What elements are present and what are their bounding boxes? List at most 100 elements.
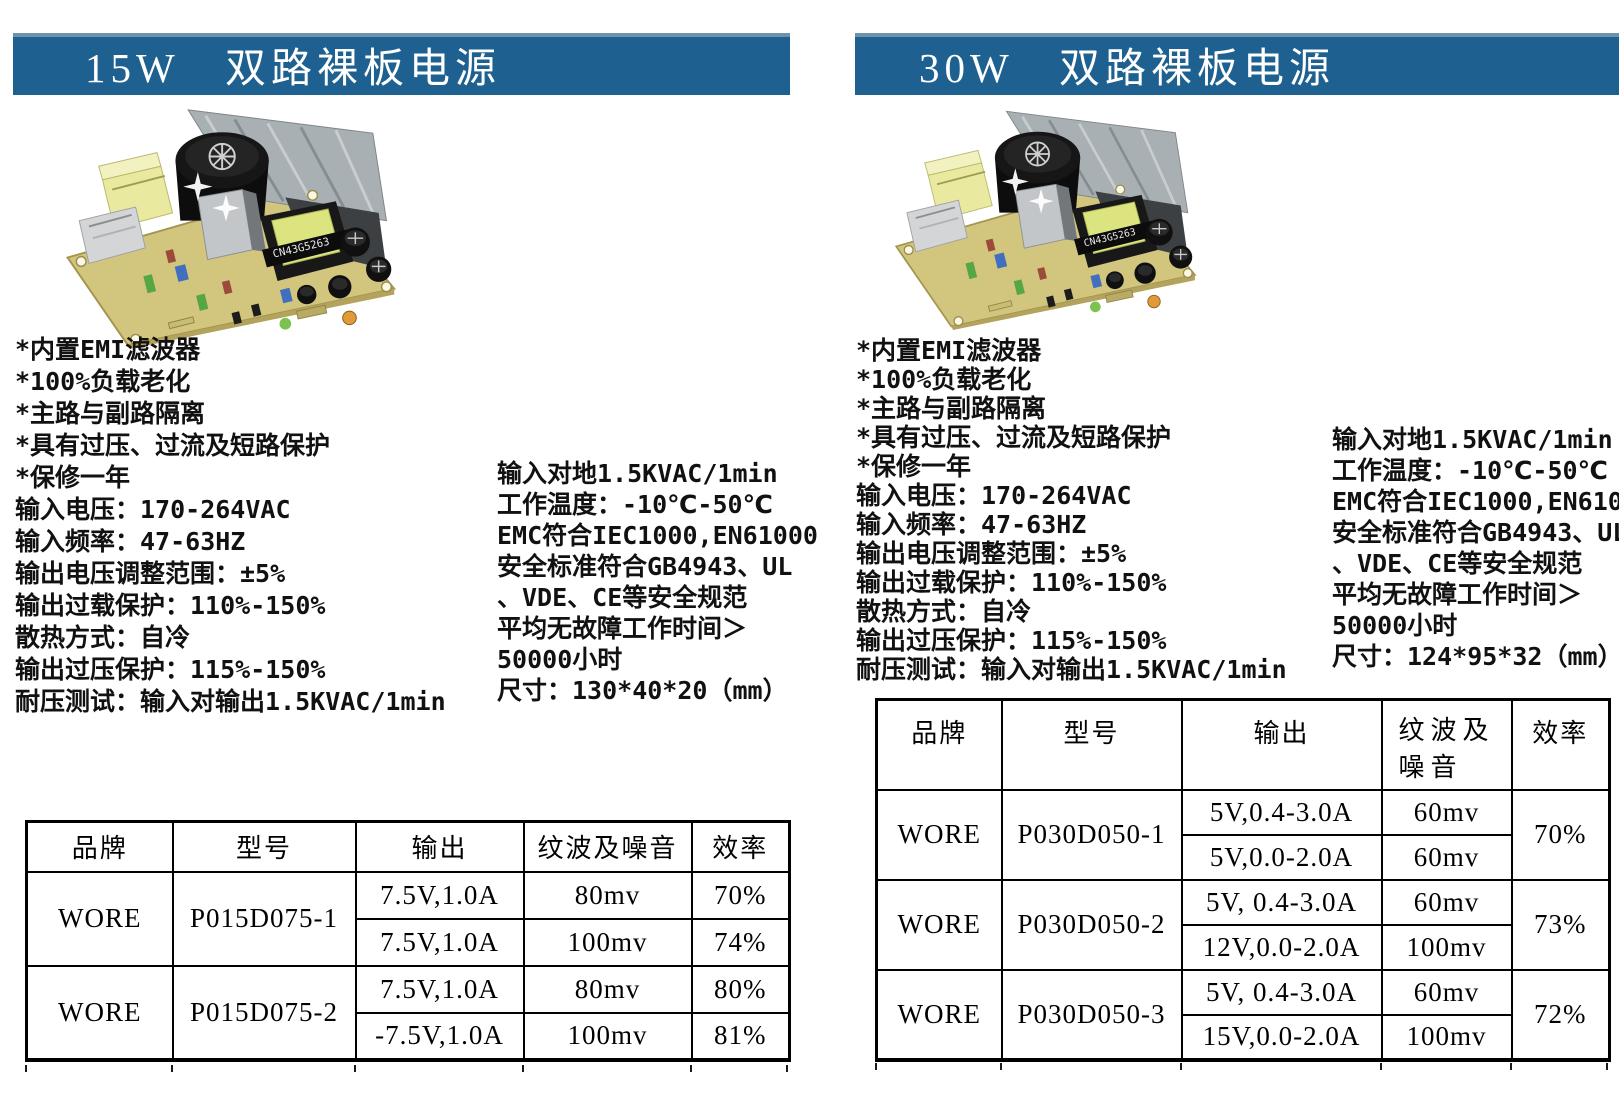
table-cut-tick	[1000, 1063, 1002, 1070]
ripple-header-line1: 纹波及	[1398, 716, 1495, 746]
cell-brand: WORE	[875, 968, 1003, 1061]
col-header-brand: 品牌	[25, 820, 174, 873]
spec-line: *保修一年	[856, 452, 972, 481]
table-cut-tick	[25, 1065, 27, 1072]
cell-output: 15V,0.0-2.0A	[1180, 1013, 1383, 1061]
col-header-output: 输出	[354, 820, 525, 873]
col-header-ripple: 纹波及 噪音	[1380, 698, 1513, 791]
spec-line: 散热方式：自冷	[15, 623, 191, 652]
col-header-efficiency: 效率	[690, 820, 791, 873]
spec-line: 50000小时	[497, 645, 623, 674]
spec-line: 输出过载保护：110%-150%	[15, 591, 326, 620]
spec-line: 输入频率：47-63HZ	[15, 527, 246, 556]
cell-efficiency: 80%	[690, 964, 791, 1014]
cell-model: P015D075-1	[171, 870, 357, 967]
table-cut-tick	[171, 1065, 173, 1072]
section-header-30w: 30W 双路裸板电源	[855, 33, 1619, 95]
section-title-15w: 15W 双路裸板电源	[85, 45, 501, 91]
spec-list-30w-right: 输入对地1.5KVAC/1min 工作温度：-10℃-50℃ EMC符合IEC1…	[1332, 424, 1619, 672]
product-photo-15w	[52, 104, 402, 349]
cell-output: 5V, 0.4-3.0A	[1180, 968, 1383, 1016]
cell-output: 5V,0.0-2.0A	[1180, 833, 1383, 881]
spec-line: 输出过载保护：110%-150%	[856, 568, 1167, 597]
spec-line: 输入电压：170-264VAC	[856, 481, 1132, 510]
cell-model: P030D050-2	[1000, 878, 1183, 971]
cell-ripple: 80mv	[522, 964, 693, 1014]
spec-line: 耐压测试：输入对输出1.5KVAC/1min	[856, 655, 1287, 684]
spec-table-15w: 品牌 型号 输出 纹波及噪音 效率 WORE P015D075-1 7.5V,1…	[25, 820, 791, 1062]
spec-line: 输入电压：170-264VAC	[15, 495, 291, 524]
table-cut-tick	[1380, 1063, 1382, 1070]
table-cut-tick	[354, 1065, 356, 1072]
spec-line: *100%负载老化	[856, 365, 1032, 394]
col-header-brand: 品牌	[875, 698, 1003, 791]
spec-line: 、VDE、CE等安全规范	[497, 583, 748, 612]
table-cut-tick	[1510, 1063, 1512, 1070]
spec-line: *内置EMI滤波器	[856, 336, 1042, 365]
cell-output: 7.5V,1.0A	[354, 917, 525, 967]
cell-ripple: 60mv	[1380, 878, 1513, 926]
spec-line: 安全标准符合GB4943、UL	[497, 552, 793, 581]
table-cut-tick	[875, 1063, 877, 1070]
spec-line: *保修一年	[15, 463, 131, 492]
cell-output: 7.5V,1.0A	[354, 964, 525, 1014]
cell-ripple: 60mv	[1380, 833, 1513, 881]
spec-line: *主路与副路隔离	[856, 394, 1047, 423]
cell-output: 5V,0.4-3.0A	[1180, 788, 1383, 836]
spec-table-30w: 品牌 型号 输出 纹波及 噪音 效率 WORE P030D050-1 5V,0.…	[875, 698, 1611, 1062]
spec-line: 输出电压调整范围：±5%	[15, 559, 286, 588]
spec-line: 50000小时	[1332, 611, 1458, 640]
cell-model: P015D075-2	[171, 964, 357, 1061]
spec-line: 平均无故障工作时间＞	[1332, 580, 1583, 609]
cell-output: 7.5V,1.0A	[354, 870, 525, 920]
spec-line: 工作温度：-10℃-50℃	[1332, 456, 1608, 485]
spec-line: 散热方式：自冷	[856, 597, 1032, 626]
spec-line: 尺寸：130*40*20（mm）	[497, 676, 788, 705]
cell-output: -7.5V,1.0A	[354, 1011, 525, 1061]
spec-line: 输入对地1.5KVAC/1min	[497, 459, 778, 488]
table-cut-tick	[786, 1065, 788, 1072]
cell-efficiency: 70%	[1510, 788, 1611, 881]
spec-line: *100%负载老化	[15, 367, 191, 396]
spec-line: 输入对地1.5KVAC/1min	[1332, 425, 1613, 454]
spec-list-15w-left: *内置EMI滤波器 *100%负载老化 *主路与副路隔离 *具有过压、过流及短路…	[15, 334, 446, 718]
spec-line: 输出过压保护：115%-150%	[15, 655, 326, 684]
cell-output: 12V,0.0-2.0A	[1180, 923, 1383, 971]
table-cut-tick	[1180, 1063, 1182, 1070]
spec-line: 平均无故障工作时间＞	[497, 614, 748, 643]
cell-efficiency: 70%	[690, 870, 791, 920]
cell-efficiency: 72%	[1510, 968, 1611, 1061]
cell-efficiency: 81%	[690, 1011, 791, 1061]
spec-line: 尺寸：124*95*32（mm）	[1332, 642, 1619, 671]
spec-list-30w-left: *内置EMI滤波器 *100%负载老化 *主路与副路隔离 *具有过压、过流及短路…	[856, 336, 1287, 684]
cell-ripple: 100mv	[522, 1011, 693, 1061]
cell-model: P030D050-1	[1000, 788, 1183, 881]
cell-model: P030D050-3	[1000, 968, 1183, 1061]
col-header-efficiency: 效率	[1510, 698, 1611, 791]
cell-ripple: 100mv	[1380, 1013, 1513, 1061]
cell-brand: WORE	[25, 964, 174, 1061]
table-cut-tick	[522, 1065, 524, 1072]
cell-ripple: 60mv	[1380, 788, 1513, 836]
cell-output: 5V, 0.4-3.0A	[1180, 878, 1383, 926]
section-header-15w: 15W 双路裸板电源	[13, 33, 790, 95]
cell-brand: WORE	[875, 878, 1003, 971]
cell-ripple: 80mv	[522, 870, 693, 920]
col-header-model: 型号	[1000, 698, 1183, 791]
cell-ripple: 60mv	[1380, 968, 1513, 1016]
cell-efficiency: 74%	[690, 917, 791, 967]
table-cut-tick	[1606, 1063, 1608, 1070]
spec-line: *主路与副路隔离	[15, 399, 206, 428]
spec-line: 输出电压调整范围：±5%	[856, 539, 1127, 568]
spec-line: 、VDE、CE等安全规范	[1332, 549, 1583, 578]
product-photo-30w	[882, 106, 1202, 330]
spec-line: *内置EMI滤波器	[15, 335, 201, 364]
spec-line: EMC符合IEC1000,EN61000	[1332, 487, 1619, 516]
cell-efficiency: 73%	[1510, 878, 1611, 971]
spec-line: 工作温度：-10℃-50℃	[497, 490, 773, 519]
col-header-output: 输出	[1180, 698, 1383, 791]
cell-ripple: 100mv	[1380, 923, 1513, 971]
spec-line: 耐压测试：输入对输出1.5KVAC/1min	[15, 687, 446, 716]
spec-line: 输出过压保护：115%-150%	[856, 626, 1167, 655]
